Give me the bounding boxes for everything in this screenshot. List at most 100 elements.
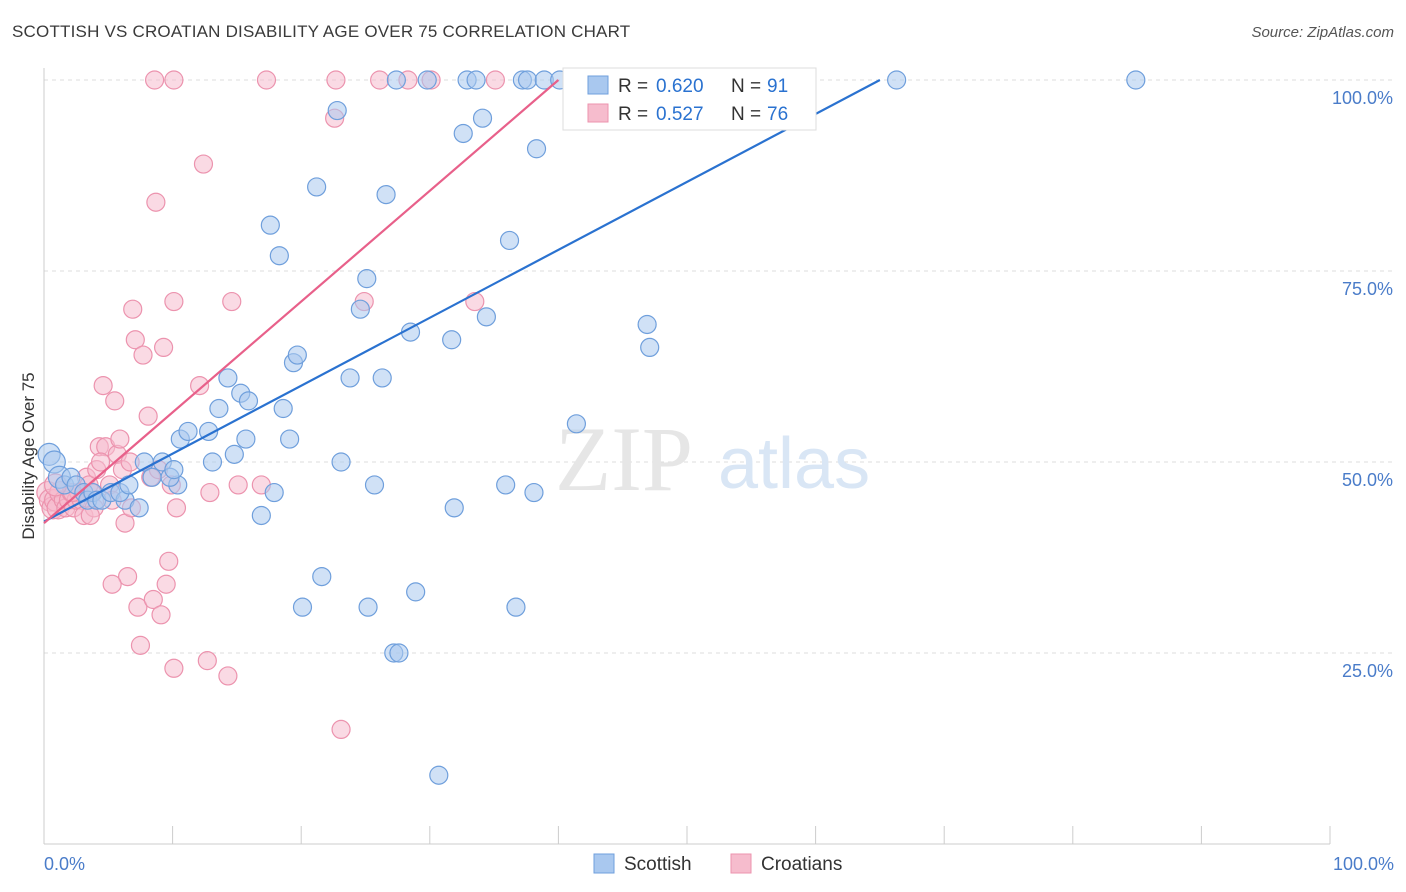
scottish-point (307, 177, 327, 197)
croatians-point (125, 330, 145, 350)
source-credit: Source: ZipAtlas.com (1251, 24, 1394, 41)
scottish-point (292, 597, 313, 617)
scottish-point (364, 475, 385, 495)
scottish-point (218, 368, 238, 388)
scottish-point (209, 398, 229, 419)
scottish-point (260, 215, 280, 235)
croatians-point (166, 498, 187, 518)
y-tick-label-50: 50.0% (1342, 470, 1393, 490)
scottish-point (129, 498, 149, 518)
legend-n-value-croatians: 76 (767, 104, 788, 125)
croatians-point (90, 452, 111, 472)
croatians-point (144, 70, 165, 90)
scottish-point (1126, 70, 1146, 90)
scottish-point (331, 452, 351, 472)
scottish-point (287, 345, 307, 365)
scottish-point (429, 765, 449, 785)
scottish-point (496, 475, 516, 495)
scottish-point (178, 421, 198, 442)
scottish-point (506, 597, 526, 617)
legend-r-value-scottish: 0.620 (656, 76, 704, 97)
croatians-point (143, 589, 163, 610)
scottish-point (376, 185, 396, 205)
scottish-point (142, 467, 162, 487)
scottish-point (119, 475, 139, 495)
series-legend: Scottish Croatians (593, 853, 842, 875)
scottish-point (273, 398, 293, 419)
scottish-point (358, 597, 378, 617)
legend-n-value-scottish: 91 (767, 76, 788, 97)
scottish-point (566, 414, 587, 434)
croatians-point (331, 719, 351, 740)
croatians-point (153, 337, 174, 357)
scottish-point (340, 368, 360, 388)
scottish-point (453, 123, 473, 144)
croatians-point (228, 475, 248, 495)
croatians-point (200, 482, 220, 503)
croatians-point (133, 345, 153, 365)
y-tick-label-100: 100.0% (1332, 88, 1393, 108)
scottish-point (264, 482, 284, 503)
scottish-point (238, 391, 259, 411)
chart-title: SCOTTISH VS CROATIAN DISABILITY AGE OVER… (12, 22, 631, 41)
x-ticks (43, 826, 1331, 844)
scottish-point (442, 330, 462, 350)
x-tick-label-max: 100.0% (1333, 854, 1394, 874)
legend-r-value-croatians: 0.527 (656, 104, 704, 125)
scottish-point (389, 643, 409, 663)
scottish-point (327, 100, 347, 121)
croatians-point (130, 635, 151, 655)
legend-r-label-croatians: R = (618, 104, 648, 125)
croatians-point (105, 391, 125, 411)
croatians-point (326, 70, 346, 90)
scottish-point (406, 582, 426, 602)
croatians-point (102, 574, 122, 594)
scottish-point (637, 314, 657, 335)
scottish-point (269, 246, 289, 266)
croatians-point (128, 597, 148, 617)
scottish-point (417, 70, 437, 90)
bottom-legend-swatch-scottish (593, 853, 615, 874)
trend-line-croatians (43, 79, 560, 524)
croatians-point (193, 154, 214, 174)
y-tick-label-75: 75.0% (1342, 279, 1393, 299)
legend-r-label-scottish: R = (618, 76, 648, 97)
croatians-point (256, 70, 277, 90)
trend-line-scottish (43, 79, 881, 523)
scottish-point (280, 429, 300, 449)
y-tick-labels: 25.0% 50.0% 75.0% 100.0% (1332, 88, 1393, 681)
legend-n-label-croatians: N = (731, 104, 761, 125)
scottish-point (350, 299, 370, 319)
scottish-point (472, 108, 493, 128)
scottish-point (466, 70, 486, 90)
croatians-point (156, 574, 176, 594)
croatians-point (485, 70, 505, 90)
legend-n-label-scottish: N = (731, 76, 761, 97)
croatians-point (93, 376, 113, 396)
croatians-point (218, 666, 238, 686)
scottish-point (640, 337, 660, 357)
scottish-point (312, 566, 332, 587)
croatians-point (370, 70, 390, 90)
scottish-point (444, 498, 464, 518)
scottish-point (524, 482, 544, 503)
croatians-point (123, 299, 143, 319)
croatians-point (138, 406, 158, 426)
croatians-point (151, 605, 171, 625)
bottom-legend-label-croatians: Croatians (761, 854, 842, 875)
bottom-legend-swatch-croatians (730, 853, 752, 874)
croatians-point (190, 376, 210, 396)
scottish-point (236, 429, 256, 449)
scottish-point (164, 460, 184, 480)
bottom-legend-label-scottish: Scottish (624, 854, 692, 875)
scottish-point (386, 70, 406, 90)
x-tick-label-min: 0.0% (44, 854, 85, 874)
series-croatians-points (36, 70, 505, 740)
croatians-point (110, 429, 130, 449)
scottish-point (476, 307, 496, 327)
croatians-point (146, 192, 166, 212)
legend-swatch-scottish (587, 75, 609, 95)
y-tick-label-25: 25.0% (1342, 661, 1393, 681)
legend-swatch-croatians (587, 103, 609, 123)
